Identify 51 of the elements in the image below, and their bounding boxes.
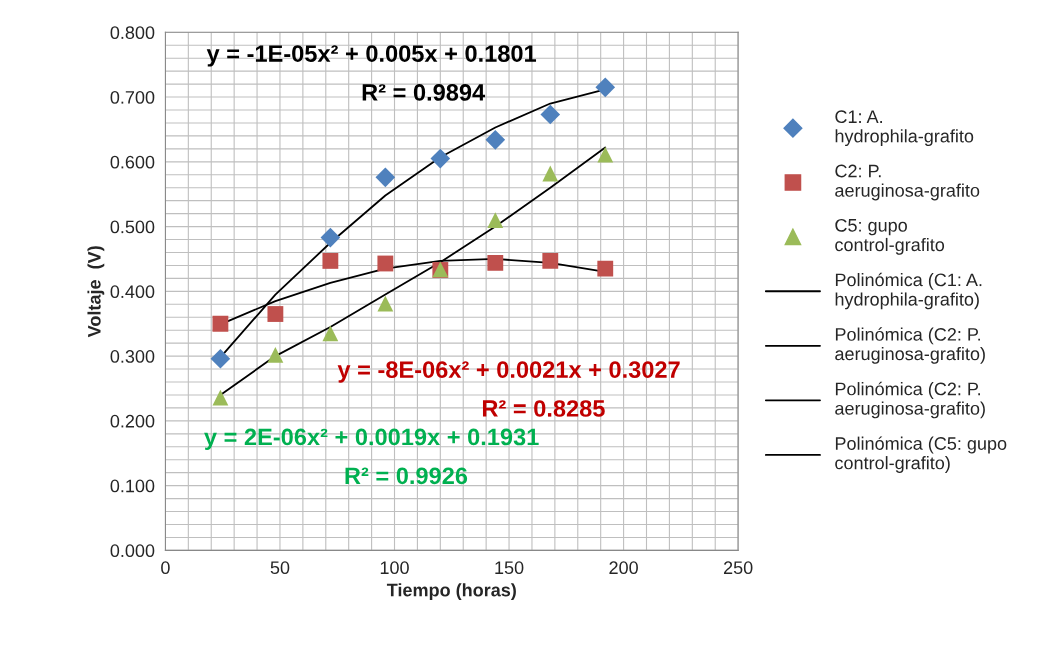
y-tick-label: 0.200 bbox=[110, 414, 155, 428]
legend-label: C2: P. aeruginosa-grafito bbox=[835, 164, 980, 201]
point bbox=[212, 315, 229, 332]
y-tick-label: 0.100 bbox=[110, 479, 155, 493]
legend-label: C1: A. hydrophila-grafito bbox=[835, 110, 974, 147]
x-tick-label: 150 bbox=[495, 561, 524, 575]
annotation: R² = 0.9894 bbox=[362, 84, 486, 101]
point bbox=[487, 254, 504, 271]
x-tick-label: 0 bbox=[161, 561, 170, 575]
point bbox=[595, 77, 616, 98]
point bbox=[487, 212, 504, 229]
point bbox=[485, 129, 506, 150]
x-tick-label: 250 bbox=[723, 561, 753, 575]
y-tick-label: 0.700 bbox=[110, 91, 155, 104]
annotation: y = -8E-06x² + 0.0021x + 0.3027 bbox=[337, 361, 680, 383]
point bbox=[212, 389, 229, 406]
point bbox=[377, 295, 394, 312]
x-axis-title: Tiempo (horas) bbox=[386, 583, 516, 601]
y-tick-label: 0.600 bbox=[110, 155, 155, 169]
legend-label: C5: gupo control-grafito bbox=[835, 218, 945, 255]
point bbox=[542, 252, 559, 269]
point bbox=[377, 255, 394, 272]
point bbox=[320, 227, 341, 248]
point bbox=[597, 146, 614, 163]
y-axis-title: Voltaje (V) bbox=[87, 246, 105, 338]
point bbox=[322, 325, 339, 342]
point bbox=[267, 346, 284, 363]
y-tick-label: 0.500 bbox=[110, 220, 155, 234]
point bbox=[540, 104, 561, 125]
x-tick-label: 200 bbox=[609, 561, 638, 575]
legend-label: Polinómica (C1: A. hydrophila-grafito) bbox=[835, 272, 982, 310]
point bbox=[597, 260, 614, 277]
point bbox=[542, 165, 559, 182]
x-tick-label: 50 bbox=[270, 561, 290, 575]
annotation: R² = 0.8285 bbox=[482, 400, 605, 417]
legend-label: Polinómica (C5: gupo control-grafito) bbox=[835, 436, 1007, 473]
annotation: y = -1E-05x² + 0.005x + 0.1801 bbox=[206, 45, 537, 67]
y-tick-label: 0.400 bbox=[110, 285, 155, 299]
annotation: y = 2E-06x² + 0.0019x + 0.1931 bbox=[204, 428, 539, 451]
y-tick-label: 0.000 bbox=[110, 544, 155, 558]
y-tick-label: 0.800 bbox=[110, 26, 155, 40]
legend-label: Polinómica (C2: P. aeruginosa-grafito) bbox=[835, 327, 985, 364]
legend-label: Polinómica (C2: P. aeruginosa-grafito) bbox=[835, 381, 985, 419]
point bbox=[322, 252, 339, 269]
point bbox=[430, 148, 451, 169]
point bbox=[267, 306, 284, 322]
point bbox=[210, 348, 231, 369]
annotation: R² = 0.9926 bbox=[345, 467, 468, 485]
x-tick-label: 100 bbox=[380, 561, 409, 575]
point bbox=[375, 167, 396, 188]
y-tick-label: 0.300 bbox=[110, 350, 155, 363]
